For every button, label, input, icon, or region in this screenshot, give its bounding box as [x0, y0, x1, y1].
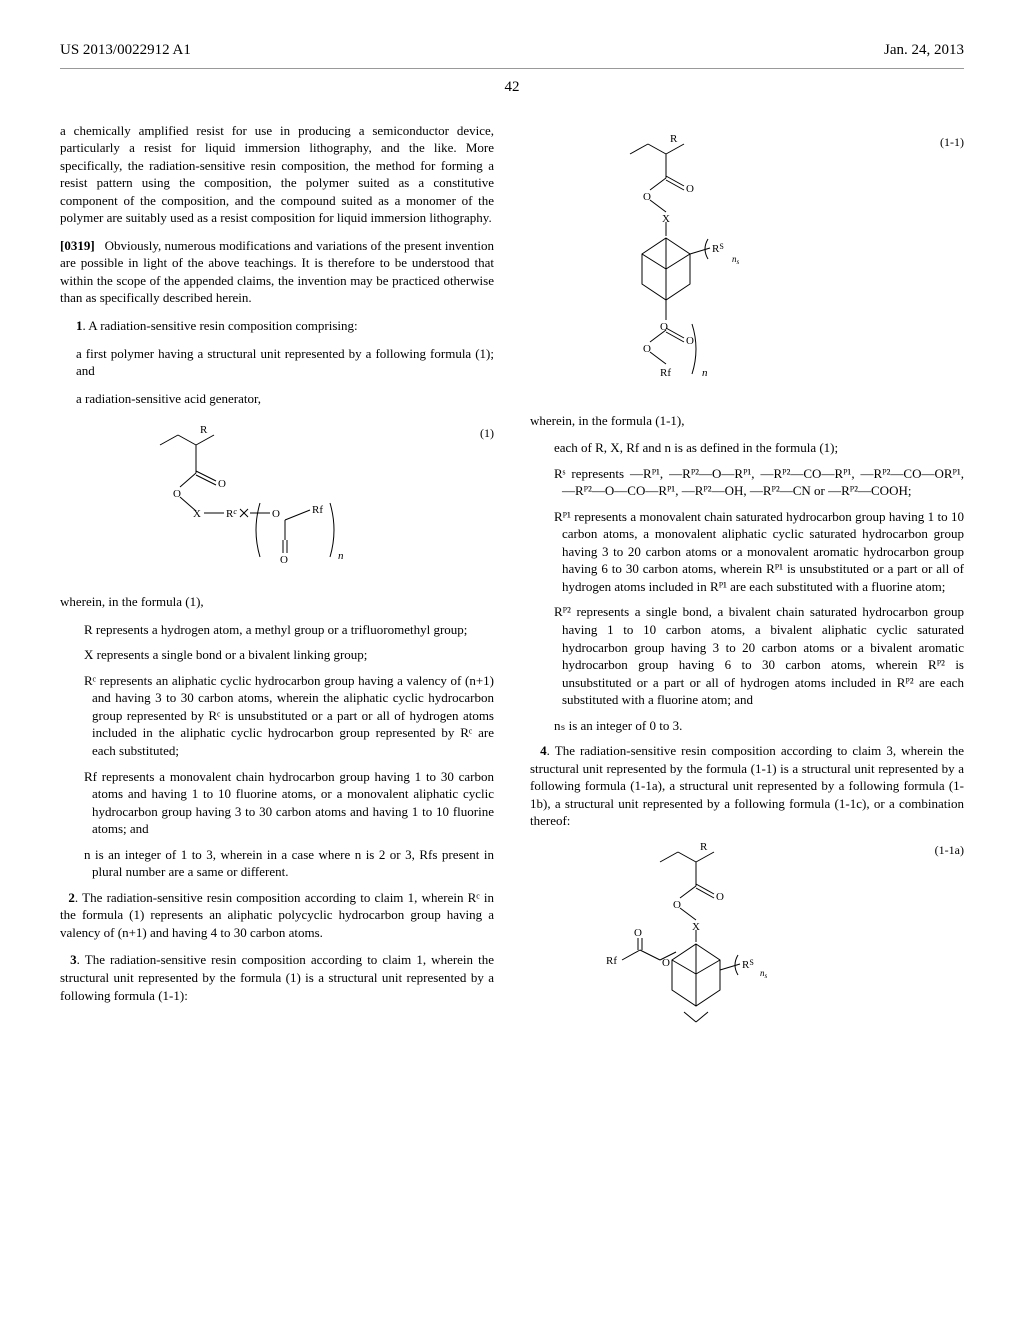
svg-text:ns: ns: [732, 254, 740, 266]
claim-1-X: X represents a single bond or a bivalent…: [84, 646, 494, 664]
svg-text:X: X: [662, 213, 670, 225]
svg-text:R: R: [670, 134, 678, 145]
svg-text:ns: ns: [760, 968, 768, 980]
claim-1-R: R represents a hydrogen atom, a methyl g…: [84, 621, 494, 639]
svg-text:O: O: [218, 478, 226, 490]
page-number: 42: [60, 77, 964, 97]
svg-text:O: O: [634, 927, 642, 939]
claim-3-text: . The radiation-sensitive resin composit…: [60, 952, 494, 1002]
svg-text:R: R: [700, 842, 708, 853]
claim-1-part-b: a radiation-sensitive acid generator,: [76, 390, 494, 408]
svg-text:Rf: Rf: [660, 367, 671, 379]
claim-2-text: . The radiation-sensitive resin composit…: [60, 890, 494, 940]
right-column: (1-1): [530, 122, 964, 1054]
paragraph-0319: [0319] Obviously, numerous modifications…: [60, 237, 494, 307]
svg-text:Rc: Rc: [226, 507, 237, 520]
formula-1-1a-structure: R O O X O Rf O RS ns: [550, 842, 810, 1042]
claim-1-part-a: a first polymer having a structural unit…: [76, 345, 494, 380]
paragraph-0319-text: Obviously, numerous modifications and va…: [60, 238, 494, 306]
formula-1-1-structure: R O O X RS ns O O O Rf n: [550, 134, 810, 394]
claim-1-Rf: Rf represents a monovalent chain hydroca…: [84, 768, 494, 838]
svg-text:Rf: Rf: [606, 955, 617, 967]
claim-3: 3. The radiation-sensitive resin composi…: [60, 951, 494, 1004]
svg-text:O: O: [686, 183, 694, 195]
left-column: a chemically amplified resist for use in…: [60, 122, 494, 1054]
claim-4: 4. The radiation-sensitive resin composi…: [530, 742, 964, 830]
claim-4-text: . The radiation-sensitive resin composit…: [530, 743, 964, 828]
svg-text:O: O: [660, 321, 668, 333]
svg-text:R: R: [200, 425, 208, 436]
publication-id: US 2013/0022912 A1: [60, 40, 191, 60]
formula-1-structure: R O O X Rc O Rf O n: [100, 425, 380, 575]
claim-1-RC: Rᶜ represents an aliphatic cyclic hydroc…: [84, 672, 494, 760]
svg-text:RS: RS: [742, 958, 754, 971]
each-of-line: each of R, X, Rf and n is as defined in …: [554, 439, 964, 457]
claim-1-intro-text: . A radiation-sensitive resin compositio…: [83, 318, 358, 333]
svg-text:n: n: [338, 550, 344, 562]
formula-1-1a: (1-1a): [550, 842, 964, 1042]
paragraph-label: [0319]: [60, 238, 95, 253]
svg-text:Rf: Rf: [312, 504, 323, 516]
svg-text:O: O: [280, 554, 288, 566]
svg-text:O: O: [716, 891, 724, 903]
svg-text:X: X: [692, 921, 700, 933]
formula-1: (1): [100, 425, 494, 575]
svg-text:O: O: [673, 899, 681, 911]
two-column-layout: a chemically amplified resist for use in…: [60, 122, 964, 1054]
claim-2: 2. The radiation-sensitive resin composi…: [60, 889, 494, 942]
svg-text:O: O: [643, 191, 651, 203]
claim-1-n: n is an integer of 1 to 3, wherein in a …: [84, 846, 494, 881]
nS-definition: nₛ is an integer of 0 to 3.: [554, 717, 964, 735]
svg-text:O: O: [272, 508, 280, 520]
svg-text:O: O: [173, 488, 181, 500]
RS-definition: Rˢ represents —Rᴾ¹, —Rᴾ²—O—Rᴾ¹, —Rᴾ²—CO—…: [554, 465, 964, 500]
svg-text:O: O: [686, 335, 694, 347]
page-header: US 2013/0022912 A1 Jan. 24, 2013: [60, 40, 964, 69]
formula-1-label: (1): [480, 425, 494, 441]
formula-1-1-label: (1-1): [940, 134, 964, 150]
svg-text:RS: RS: [712, 242, 724, 255]
publication-date: Jan. 24, 2013: [884, 40, 964, 60]
formula-1-1: (1-1): [550, 134, 964, 394]
formula-1-1a-label: (1-1a): [935, 842, 964, 858]
svg-text:O: O: [643, 343, 651, 355]
svg-text:O: O: [662, 957, 670, 969]
wherein-1-1: wherein, in the formula (1-1),: [530, 412, 964, 430]
intro-paragraph: a chemically amplified resist for use in…: [60, 122, 494, 227]
RP2-definition: Rᴾ² represents a single bond, a bivalent…: [554, 603, 964, 708]
RP1-definition: Rᴾ¹ represents a monovalent chain satura…: [554, 508, 964, 596]
svg-text:n: n: [702, 367, 708, 379]
claim-1-intro: 1. A radiation-sensitive resin compositi…: [76, 317, 494, 335]
svg-text:X: X: [193, 508, 201, 520]
claim-1-wherein: wherein, in the formula (1),: [60, 593, 494, 611]
